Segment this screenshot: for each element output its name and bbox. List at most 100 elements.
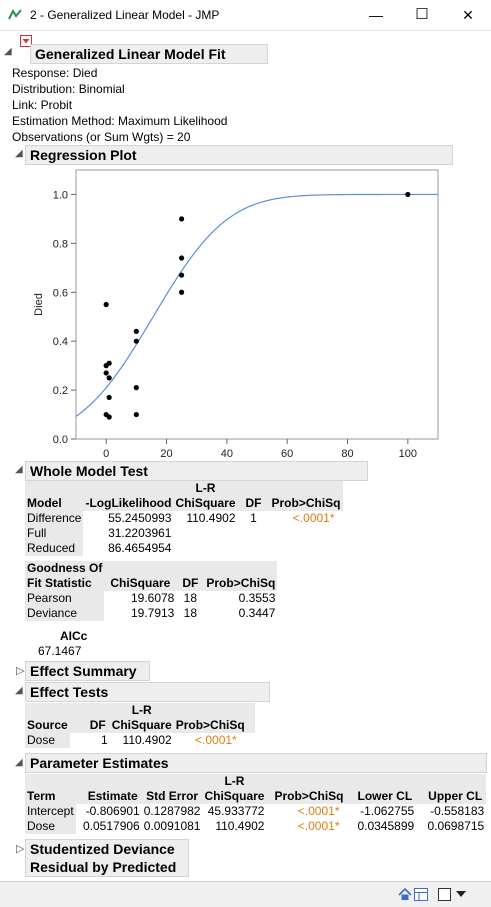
col-header: Term: [25, 789, 76, 804]
parameter-estimates-header[interactable]: Parameter Estimates: [25, 753, 487, 773]
row-label: Intercept: [25, 804, 76, 819]
data-point: [178, 216, 185, 222]
x-tick-label: 60: [281, 448, 293, 457]
data-point: [106, 375, 112, 381]
data-point: [178, 289, 185, 295]
observations-info: Observations (or Sum Wgts) = 20: [12, 130, 191, 144]
link-info: Link: Probit: [12, 98, 73, 112]
whole-model-table: L-R Model -LogLikelihood ChiSquare DF Pr…: [25, 481, 343, 556]
disclosure-open-icon[interactable]: ◢: [15, 757, 23, 768]
table-cell: 0.0698715: [427, 819, 485, 833]
p-value-cell: <.0001*: [195, 733, 237, 747]
col-header: Goodness Of: [25, 561, 105, 576]
col-header: Prob>ChiSq: [204, 576, 278, 591]
minimize-button[interactable]: —: [369, 7, 383, 23]
window-titlebar: 2 - Generalized Linear Model - JMP — ☐ ✕: [0, 0, 491, 31]
table-row: Deviance 19.7913 18 0.3447: [25, 606, 277, 621]
table-cell: 31.2203961: [108, 526, 172, 540]
row-label: Full: [25, 526, 84, 541]
col-header: DF: [176, 576, 205, 591]
maximize-button[interactable]: ☐: [415, 6, 429, 23]
disclosure-open-icon[interactable]: ◢: [4, 46, 12, 57]
data-point: [133, 411, 139, 418]
p-value-cell: <.0001*: [292, 511, 335, 525]
row-label: Dose: [25, 819, 76, 834]
status-bar: [0, 881, 491, 907]
col-header: Model: [25, 496, 84, 511]
glm-fit-header[interactable]: Generalized Linear Model Fit: [30, 44, 268, 64]
disclosure-open-icon[interactable]: ◢: [15, 148, 23, 159]
table-cell: 55.2450993: [108, 511, 172, 525]
disclosure-closed-icon[interactable]: ▷: [16, 665, 25, 677]
y-tick-label: 0.2: [53, 385, 68, 397]
table-cell: 0.0345899: [357, 819, 415, 833]
x-tick-label: 80: [341, 448, 353, 457]
x-tick-label: 100: [399, 448, 417, 457]
table-row: Difference 55.2450993 110.4902 1 <.0001*: [25, 511, 343, 526]
data-point: [133, 328, 139, 334]
col-header: ChiSquare: [173, 496, 238, 511]
data-point: [133, 338, 139, 344]
col-header: Estimate: [75, 789, 142, 804]
table-row: Intercept -0.806901 0.1287982 45.933772 …: [25, 804, 486, 819]
col-header: ChiSquare: [109, 718, 174, 733]
col-header: L-R: [173, 481, 238, 496]
col-header: Lower CL: [347, 789, 417, 804]
whole-model-test-header[interactable]: Whole Model Test: [25, 461, 368, 481]
data-point: [178, 255, 185, 261]
y-tick-label: 0.6: [53, 287, 68, 299]
col-header: ChiSquare: [202, 789, 267, 804]
box-icon[interactable]: [438, 888, 452, 901]
row-label: Reduced: [25, 541, 84, 556]
disclosure-open-icon[interactable]: ◢: [15, 464, 23, 475]
table-cell: -1.062755: [360, 804, 415, 818]
table-cell: 1: [101, 733, 108, 747]
probit-fit-line: [75, 193, 438, 417]
home-icon[interactable]: [398, 888, 412, 901]
table-icon[interactable]: [414, 888, 428, 901]
effect-summary-header[interactable]: Effect Summary: [25, 661, 150, 681]
row-label: Dose: [25, 733, 70, 748]
goodness-of-fit-table: Goodness Of Fit Statistic ChiSquare DF P…: [25, 561, 278, 621]
y-tick-label: 0.8: [53, 238, 68, 250]
col-header: DF: [237, 496, 270, 511]
dropdown-arrow-icon[interactable]: [456, 891, 466, 898]
row-label: Deviance: [25, 606, 105, 621]
data-point: [133, 385, 139, 391]
data-point: [178, 272, 185, 278]
p-value-cell: <.0001*: [297, 804, 340, 818]
col-header: Prob>ChiSq: [269, 496, 343, 511]
col-header: Upper CL: [416, 789, 487, 804]
close-button[interactable]: ✕: [462, 7, 474, 23]
col-header: Prob>ChiSq: [173, 718, 247, 733]
report-content: ◢ Generalized Linear Model Fit Response:…: [0, 31, 491, 881]
studentized-deviance-header[interactable]: Studentized Deviance Residual by Predict…: [25, 839, 189, 877]
col-header: L-R: [202, 774, 267, 789]
table-cell: 86.4654954: [108, 541, 172, 555]
x-tick-label: 40: [221, 448, 233, 457]
table-cell: 0.0517906: [83, 819, 140, 833]
table-cell: 19.6078: [130, 591, 175, 605]
table-row: Reduced 86.4654954: [25, 541, 343, 556]
disclosure-closed-icon[interactable]: ▷: [16, 843, 25, 855]
table-row: Dose 1 110.4902 <.0001*: [25, 733, 255, 748]
effect-tests-header[interactable]: Effect Tests: [25, 682, 270, 702]
effect-tests-table: L-R Source DF ChiSquare Prob>ChiSq Dose …: [25, 703, 255, 748]
regression-plot-header[interactable]: Regression Plot: [25, 145, 453, 165]
table-cell: 18: [183, 606, 198, 620]
table-row: Dose 0.0517906 0.0091081 110.4902 <.0001…: [25, 819, 486, 834]
table-cell: 19.7913: [130, 606, 175, 620]
col-header: DF: [69, 718, 110, 733]
regression-plot: 0.00.20.40.60.81.0020406080100DoseDied: [33, 169, 439, 457]
col-header: Fit Statistic: [25, 576, 105, 591]
table-cell: 1: [250, 511, 257, 525]
jmp-app-icon: [8, 9, 22, 20]
red-triangle-menu-icon[interactable]: [20, 35, 32, 47]
col-header: Source: [25, 718, 70, 733]
y-tick-label: 1.0: [53, 189, 68, 201]
disclosure-open-icon[interactable]: ◢: [15, 685, 23, 696]
table-row: Pearson 19.6078 18 0.3553: [25, 591, 277, 606]
col-header: -LogLikelihood: [83, 496, 174, 511]
table-cell: 110.4902: [215, 819, 265, 833]
p-value-cell: <.0001*: [297, 819, 340, 833]
